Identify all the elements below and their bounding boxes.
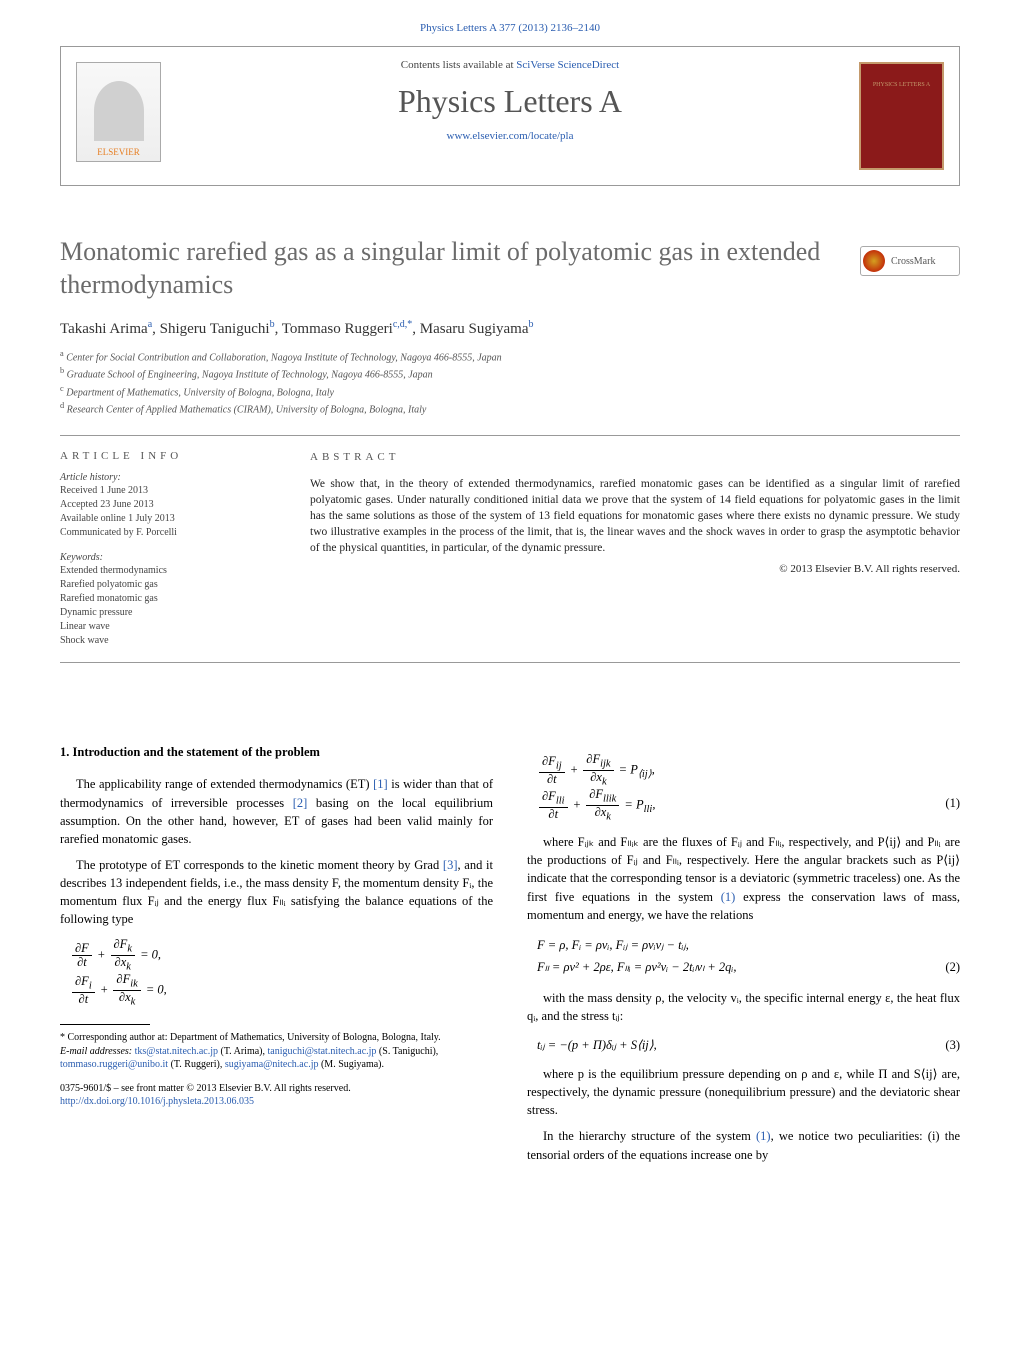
para-1: The applicability range of extended ther… <box>60 775 493 848</box>
para-6: In the hierarchy structure of the system… <box>527 1127 960 1163</box>
history-line: Accepted 23 June 2013 <box>60 498 260 512</box>
citation-link[interactable]: Physics Letters A 377 (2013) 2136–2140 <box>420 22 600 34</box>
info-abstract-block: ARTICLE INFO Article history: Received 1… <box>60 435 960 663</box>
affiliation-list: a Center for Social Contribution and Col… <box>60 348 960 417</box>
article-info-heading: ARTICLE INFO <box>60 450 260 462</box>
keyword: Rarefied monatomic gas <box>60 592 260 606</box>
right-column: ∂Fij∂t + ∂Fijk∂xk = P⟨ij⟩, ∂Flli∂t + ∂Fl… <box>527 743 960 1171</box>
para-5: where p is the equilibrium pressure depe… <box>527 1065 960 1119</box>
doi-block: 0375-9601/$ – see front matter © 2013 El… <box>60 1082 493 1109</box>
page-citation: Physics Letters A 377 (2013) 2136–2140 <box>0 0 1020 46</box>
para-3: where Fᵢⱼₖ and Fₗₗᵢₖ are the fluxes of F… <box>527 833 960 924</box>
section-1-heading: 1. Introduction and the statement of the… <box>60 743 493 761</box>
abstract-block: ABSTRACT We show that, in the theory of … <box>280 450 960 648</box>
crossmark-icon <box>863 250 885 272</box>
history-line: Available online 1 July 2013 <box>60 512 260 526</box>
elsevier-tree-icon <box>94 81 144 141</box>
equation-block-left: ∂F∂t + ∂Fk∂xk = 0, ∂Fi∂t + ∂Fik∂xk = 0, <box>60 938 493 1008</box>
masthead-box: ELSEVIER PHYSICS LETTERS A Contents list… <box>60 46 960 186</box>
affiliation: d Research Center of Applied Mathematics… <box>60 400 960 417</box>
sciencedirect-link[interactable]: SciVerse ScienceDirect <box>516 59 619 71</box>
abstract-copyright: © 2013 Elsevier B.V. All rights reserved… <box>310 562 960 577</box>
keyword: Linear wave <box>60 620 260 634</box>
author-list: Takashi Arimaa, Shigeru Taniguchib, Tomm… <box>60 319 960 338</box>
article-history-head: Article history: <box>60 472 260 483</box>
history-line: Communicated by F. Porcelli <box>60 526 260 540</box>
affiliation: c Department of Mathematics, University … <box>60 383 960 400</box>
keyword: Extended thermodynamics <box>60 564 260 578</box>
article-body: 1. Introduction and the statement of the… <box>60 743 960 1171</box>
affiliation: b Graduate School of Engineering, Nagoya… <box>60 365 960 382</box>
doi-link[interactable]: http://dx.doi.org/10.1016/j.physleta.201… <box>60 1096 254 1107</box>
corresponding-author-note: * Corresponding author at: Department of… <box>60 1031 493 1045</box>
keyword: Rarefied polyatomic gas <box>60 578 260 592</box>
keyword: Shock wave <box>60 634 260 648</box>
journal-cover-thumb[interactable]: PHYSICS LETTERS A <box>859 62 944 170</box>
keyword: Dynamic pressure <box>60 606 260 620</box>
article-header: CrossMark Monatomic rarefied gas as a si… <box>60 236 960 417</box>
abstract-heading: ABSTRACT <box>310 450 960 465</box>
equation-2: F = ρ, Fᵢ = ρvᵢ, Fᵢⱼ = ρvᵢvⱼ − tᵢⱼ, Fₗₗ … <box>527 934 960 979</box>
journal-name: Physics Letters A <box>81 83 939 120</box>
contents-lists-line: Contents lists available at SciVerse Sci… <box>81 59 939 71</box>
equation-3: tᵢⱼ = −(p + Π)δᵢⱼ + S⟨ij⟩, (3) <box>527 1035 960 1055</box>
article-title: Monatomic rarefied gas as a singular lim… <box>60 236 840 301</box>
equation-1: ∂Fij∂t + ∂Fijk∂xk = P⟨ij⟩, ∂Flli∂t + ∂Fl… <box>527 753 960 823</box>
email-addresses: E-mail addresses: tks@stat.nitech.ac.jp … <box>60 1045 493 1072</box>
journal-home-link[interactable]: www.elsevier.com/locate/pla <box>81 130 939 142</box>
affiliation: a Center for Social Contribution and Col… <box>60 348 960 365</box>
footnote-rule <box>60 1024 150 1025</box>
abstract-text: We show that, in the theory of extended … <box>310 476 960 556</box>
elsevier-logo[interactable]: ELSEVIER <box>76 62 161 162</box>
left-column: 1. Introduction and the statement of the… <box>60 743 493 1171</box>
article-info-sidebar: ARTICLE INFO Article history: Received 1… <box>60 450 280 648</box>
front-matter-line: 0375-9601/$ – see front matter © 2013 El… <box>60 1082 493 1096</box>
para-2: The prototype of ET corresponds to the k… <box>60 856 493 929</box>
keywords-head: Keywords: <box>60 552 260 563</box>
crossmark-badge[interactable]: CrossMark <box>860 246 960 276</box>
history-line: Received 1 June 2013 <box>60 484 260 498</box>
para-4: with the mass density ρ, the velocity vᵢ… <box>527 989 960 1025</box>
